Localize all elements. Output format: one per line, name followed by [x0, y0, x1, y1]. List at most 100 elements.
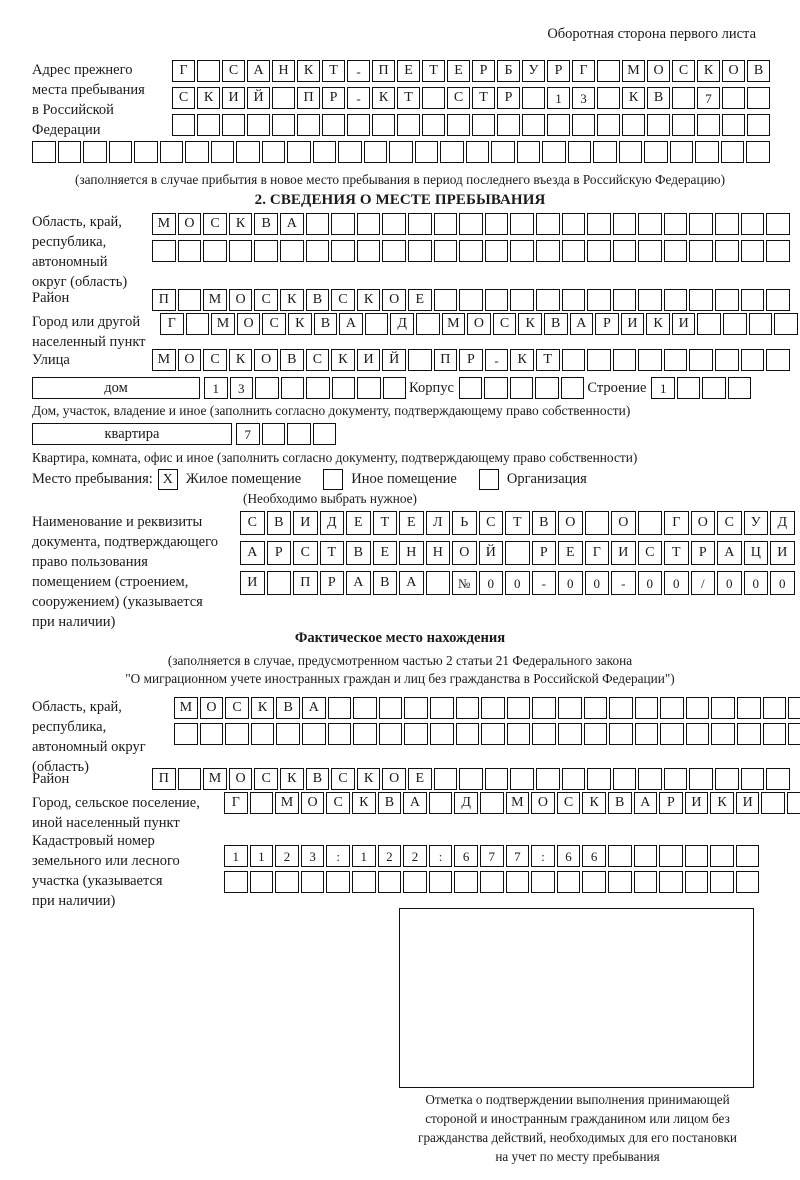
cell[interactable]: Р	[472, 60, 495, 82]
cell[interactable]: М	[441, 313, 466, 335]
cell[interactable]	[353, 697, 377, 719]
cell[interactable]: №	[452, 571, 477, 595]
cell[interactable]	[479, 792, 504, 814]
cell[interactable]: К	[372, 87, 395, 109]
cell[interactable]: К	[297, 60, 320, 82]
cell[interactable]	[378, 697, 403, 719]
cell[interactable]: М	[622, 60, 645, 82]
cell[interactable]	[587, 349, 611, 371]
cell[interactable]	[455, 697, 480, 719]
cell[interactable]	[561, 768, 586, 790]
cell[interactable]: С	[672, 60, 695, 82]
cell[interactable]	[612, 289, 637, 311]
cell[interactable]	[740, 289, 765, 311]
cell[interactable]	[622, 114, 645, 136]
document-row-2[interactable]: И П Р А В А № 0 0-0 0-0 0/0 0 0	[240, 571, 795, 595]
cell[interactable]: 6	[582, 845, 606, 867]
cell[interactable]	[607, 845, 632, 867]
cell[interactable]	[737, 697, 761, 719]
cell[interactable]	[440, 141, 464, 163]
cell[interactable]: К	[510, 349, 534, 371]
cell[interactable]	[618, 141, 642, 163]
cell[interactable]: С	[262, 313, 286, 335]
cell[interactable]	[572, 114, 595, 136]
cell[interactable]	[638, 289, 662, 311]
cell[interactable]	[484, 240, 509, 262]
cell[interactable]: Д	[390, 313, 414, 335]
cell[interactable]: 0	[584, 571, 609, 595]
cell[interactable]	[197, 114, 220, 136]
cell[interactable]	[644, 141, 668, 163]
cell[interactable]: Р	[595, 313, 619, 335]
cell[interactable]: У	[743, 511, 768, 535]
cell[interactable]	[676, 377, 701, 399]
stay-type-checkbox-2[interactable]	[478, 469, 499, 490]
cell[interactable]	[607, 871, 632, 893]
cell[interactable]: П	[372, 60, 395, 82]
cell[interactable]	[522, 114, 545, 136]
cell[interactable]: С	[203, 349, 227, 371]
cell[interactable]	[638, 349, 662, 371]
cell[interactable]: 3	[572, 87, 595, 109]
cell[interactable]	[404, 723, 428, 745]
cell[interactable]: О	[177, 213, 202, 235]
cell[interactable]: 6	[454, 845, 478, 867]
cell[interactable]: С	[203, 213, 227, 235]
cell[interactable]: С	[556, 792, 581, 814]
cell[interactable]: В	[531, 511, 556, 535]
cell[interactable]	[327, 723, 352, 745]
cell[interactable]: О	[531, 792, 555, 814]
cell[interactable]: -	[347, 60, 370, 82]
cell[interactable]	[459, 240, 483, 262]
cell[interactable]	[322, 114, 345, 136]
cell[interactable]: И	[684, 792, 709, 814]
cell[interactable]	[455, 723, 480, 745]
cell[interactable]	[663, 289, 688, 311]
cell[interactable]	[510, 289, 534, 311]
cell[interactable]	[689, 289, 714, 311]
section2-region-row-1[interactable]	[152, 240, 790, 262]
cell[interactable]: 2	[403, 845, 427, 867]
cell[interactable]	[57, 141, 81, 163]
cell[interactable]	[740, 768, 765, 790]
cell[interactable]	[306, 377, 330, 399]
cell[interactable]	[484, 768, 509, 790]
cell[interactable]: С	[326, 792, 350, 814]
cell[interactable]	[458, 377, 483, 399]
cell[interactable]: О	[722, 60, 745, 82]
cell[interactable]: Т	[535, 349, 560, 371]
cell[interactable]: Е	[558, 541, 583, 565]
cell[interactable]	[505, 541, 530, 565]
cell[interactable]	[364, 313, 389, 335]
cell[interactable]: 6	[556, 845, 581, 867]
cell[interactable]	[108, 141, 132, 163]
cell[interactable]: Т	[422, 60, 445, 82]
cell[interactable]: В	[305, 289, 330, 311]
cell[interactable]: Т	[664, 541, 689, 565]
cell[interactable]	[301, 723, 326, 745]
cell[interactable]: 2	[377, 845, 402, 867]
cell[interactable]	[762, 697, 787, 719]
cell[interactable]: О	[611, 511, 636, 535]
cell[interactable]: Е	[346, 511, 371, 535]
cell[interactable]	[382, 240, 406, 262]
cell[interactable]	[609, 723, 633, 745]
cell[interactable]	[561, 289, 586, 311]
cell[interactable]: К	[228, 213, 253, 235]
cell[interactable]: Б	[497, 60, 520, 82]
cell[interactable]	[766, 289, 790, 311]
cell[interactable]	[638, 213, 662, 235]
cell[interactable]	[382, 377, 406, 399]
cell[interactable]	[509, 377, 534, 399]
cell[interactable]: И	[735, 792, 760, 814]
cell[interactable]: С	[305, 349, 330, 371]
cell[interactable]: Н	[272, 60, 295, 82]
cell[interactable]	[414, 141, 438, 163]
cell[interactable]	[491, 141, 515, 163]
cell[interactable]	[172, 114, 195, 136]
cell[interactable]: И	[671, 313, 696, 335]
cell[interactable]	[747, 114, 770, 136]
cell[interactable]: Ь	[452, 511, 477, 535]
cell[interactable]	[647, 114, 670, 136]
prev-address-row-2[interactable]	[172, 114, 770, 136]
